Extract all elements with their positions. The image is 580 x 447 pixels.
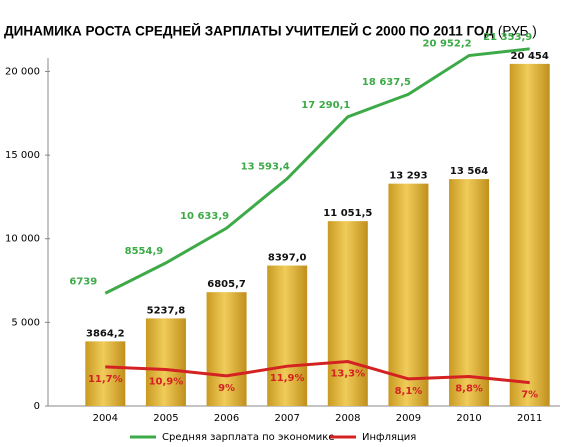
line-value-label: 8554,9 xyxy=(125,246,164,257)
line-value-label: 13 593,4 xyxy=(241,162,290,173)
line-value-label: 10 633,9 xyxy=(180,211,229,222)
bar xyxy=(267,265,308,406)
line-value-label: 8,8% xyxy=(455,384,483,395)
legend-label: Средняя зарплата по экономике xyxy=(162,432,335,443)
x-tick-label: 2008 xyxy=(335,413,360,424)
bar-value-label: 5237,8 xyxy=(147,305,186,316)
bar-value-label: 20 454 xyxy=(511,51,549,62)
x-tick-label: 2011 xyxy=(517,413,542,424)
bar-value-label: 8397,0 xyxy=(268,253,307,264)
bar-value-label: 11 051,5 xyxy=(323,208,372,219)
bar-value-label: 3864,2 xyxy=(86,328,125,339)
line-value-label: 21 353,9 xyxy=(483,32,532,43)
bar-value-label: 6805,7 xyxy=(207,279,246,290)
y-tick-label: 20 000 xyxy=(5,66,40,77)
chart-subtitle: (РУБ.) xyxy=(498,24,537,39)
line-value-label: 13,3% xyxy=(330,369,365,380)
line-value-label: 20 952,2 xyxy=(423,39,472,50)
bar xyxy=(85,341,126,406)
y-tick-label: 15 000 xyxy=(5,150,40,161)
y-tick-label: 0 xyxy=(34,401,40,412)
bar xyxy=(388,183,429,406)
x-tick-label: 2009 xyxy=(396,413,421,424)
line-value-label: 8,1% xyxy=(395,386,423,397)
chart-title: ДИНАМИКА РОСТА СРЕДНЕЙ ЗАРПЛАТЫ УЧИТЕЛЕЙ… xyxy=(4,24,494,39)
bar-value-label: 13 564 xyxy=(450,166,488,177)
bar-value-label: 13 293 xyxy=(389,171,427,182)
x-tick-label: 2010 xyxy=(456,413,481,424)
line-series xyxy=(104,47,530,295)
bar xyxy=(327,221,368,406)
bar xyxy=(145,318,186,406)
y-tick-label: 5 000 xyxy=(11,317,40,328)
line-value-label: 7% xyxy=(521,390,538,401)
line-value-label: 18 637,5 xyxy=(362,77,411,88)
line-value-label: 17 290,1 xyxy=(301,100,350,111)
x-tick-label: 2004 xyxy=(93,413,118,424)
line-value-label: 11,9% xyxy=(270,373,305,384)
bar xyxy=(206,292,247,406)
line-value-label: 9% xyxy=(218,383,235,394)
line-series xyxy=(105,359,530,385)
x-tick-label: 2007 xyxy=(274,413,299,424)
x-tick-label: 2005 xyxy=(153,413,178,424)
bar xyxy=(509,63,550,407)
y-tick-label: 10 000 xyxy=(5,234,40,245)
x-tick-label: 2006 xyxy=(214,413,239,424)
legend-label: Инфляция xyxy=(362,432,416,443)
line-value-label: 6739 xyxy=(69,276,97,287)
line-value-label: 10,9% xyxy=(149,377,184,388)
bar xyxy=(449,179,490,406)
line-value-label: 11,7% xyxy=(88,374,123,385)
